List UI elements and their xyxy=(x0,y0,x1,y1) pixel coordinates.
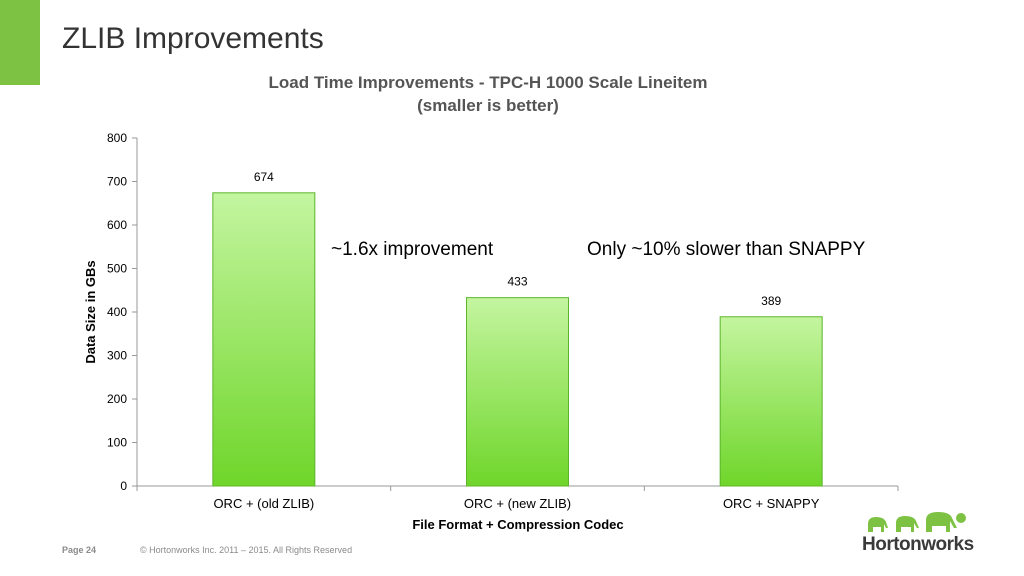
y-tick-label: 700 xyxy=(107,175,127,189)
copyright-notice: © Hortonworks Inc. 2011 – 2015. All Righ… xyxy=(140,545,353,555)
y-tick-label: 800 xyxy=(107,131,127,145)
logo-text: Hortonworks xyxy=(862,534,974,555)
elephant-herd-icon xyxy=(868,512,966,532)
y-tick-label: 600 xyxy=(107,218,127,232)
title-accent-bar xyxy=(0,0,40,85)
y-tick-label: 200 xyxy=(107,392,127,406)
x-tick-label: ORC + SNAPPY xyxy=(723,496,820,511)
slide-title: ZLIB Improvements xyxy=(62,22,324,55)
y-tick-label: 100 xyxy=(107,436,127,450)
annotation-improvement: ~1.6x improvement xyxy=(331,239,494,260)
hortonworks-logo: Hortonworks xyxy=(862,508,974,558)
chart-title: Load Time Improvements - TPC-H 1000 Scal… xyxy=(269,73,708,92)
y-tick-label: 300 xyxy=(107,349,127,363)
bar xyxy=(719,316,823,487)
bar xyxy=(466,297,569,487)
bar xyxy=(212,192,316,487)
data-label: 389 xyxy=(761,294,781,308)
chart-subtitle: (smaller is better) xyxy=(417,96,559,115)
x-tick-label: ORC + (old ZLIB) xyxy=(213,496,314,511)
page-number: Page 24 xyxy=(62,545,97,555)
y-tick-label: 400 xyxy=(107,305,127,319)
x-axis-label: File Format + Compression Codec xyxy=(412,517,623,532)
data-label: 433 xyxy=(507,275,527,289)
annotation-snappy-comparison: Only ~10% slower than SNAPPY xyxy=(587,239,866,260)
y-tick-label: 0 xyxy=(120,479,127,493)
x-tick-label: ORC + (new ZLIB) xyxy=(464,496,571,511)
y-tick-label: 500 xyxy=(107,262,127,276)
y-axis-label: Data Size in GBs xyxy=(83,260,98,363)
data-label: 674 xyxy=(254,170,274,184)
